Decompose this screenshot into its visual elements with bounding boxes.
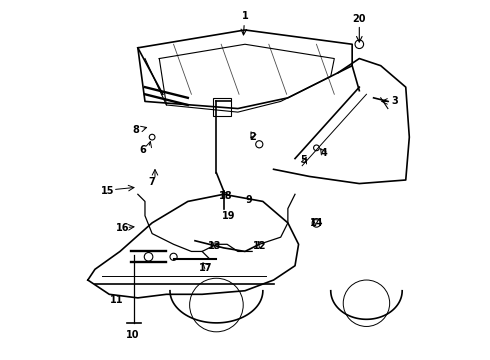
Text: 8: 8 bbox=[133, 125, 140, 135]
Text: 19: 19 bbox=[222, 211, 236, 221]
Text: 4: 4 bbox=[320, 148, 327, 158]
Bar bbox=[213, 98, 231, 116]
Text: 10: 10 bbox=[126, 330, 139, 341]
Text: 13: 13 bbox=[208, 241, 221, 251]
Text: 15: 15 bbox=[101, 186, 114, 196]
Text: 5: 5 bbox=[300, 156, 307, 165]
Text: 16: 16 bbox=[116, 223, 129, 233]
Text: 3: 3 bbox=[392, 96, 398, 107]
Text: 2: 2 bbox=[249, 132, 255, 142]
Text: 12: 12 bbox=[252, 241, 266, 251]
Text: 7: 7 bbox=[149, 177, 155, 187]
Text: 14: 14 bbox=[310, 218, 323, 228]
Text: 18: 18 bbox=[219, 191, 232, 201]
Text: 20: 20 bbox=[353, 14, 366, 24]
Text: 17: 17 bbox=[199, 262, 213, 273]
Text: 11: 11 bbox=[110, 295, 123, 305]
Text: 9: 9 bbox=[245, 195, 252, 204]
Text: 1: 1 bbox=[242, 11, 248, 21]
Text: 6: 6 bbox=[140, 145, 147, 155]
